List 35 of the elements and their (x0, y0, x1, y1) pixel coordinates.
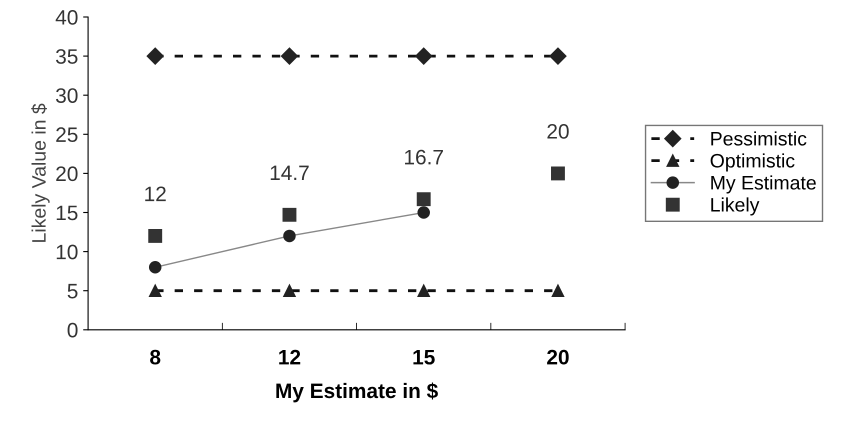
point (283, 284, 296, 297)
point (148, 284, 162, 297)
y-tick-label: 30 (56, 88, 78, 103)
y-tick-label: 25 (56, 127, 78, 142)
y-tick-label: 35 (56, 49, 78, 64)
y-tick-label: 40 (56, 10, 78, 25)
y-tick-label: 20 (56, 166, 78, 182)
legend-label: Pessimistic (711, 131, 806, 146)
legend-label: Optimistic (710, 153, 795, 172)
point (417, 284, 430, 297)
x-tick-label: 15 (413, 350, 435, 365)
x-tick-label: 20 (547, 350, 569, 365)
point (146, 48, 164, 65)
x-tick-label: 8 (150, 350, 160, 365)
legend-label: My Estimate (711, 175, 816, 194)
point (282, 208, 296, 222)
point (416, 192, 431, 206)
data-label: 20 (547, 124, 569, 139)
point (552, 284, 564, 297)
point (280, 48, 298, 65)
point (148, 229, 162, 243)
legend-label: Likely (711, 197, 760, 216)
data-label: 16.7 (405, 150, 443, 165)
data-label: 12 (145, 186, 166, 202)
x-axis-title: My Estimate in $ (276, 382, 438, 402)
x-tick-label: 12 (279, 350, 300, 364)
y-tick-label: 15 (56, 206, 78, 220)
y-axis-title: Likely Value in $ (31, 104, 50, 242)
data-label: 14.7 (270, 166, 309, 180)
y-tick-label: 0 (68, 322, 78, 338)
y-tick-label: 5 (68, 284, 78, 298)
point (549, 48, 567, 65)
point (415, 48, 432, 65)
y-tick-label: 10 (56, 244, 78, 260)
point (551, 166, 565, 180)
